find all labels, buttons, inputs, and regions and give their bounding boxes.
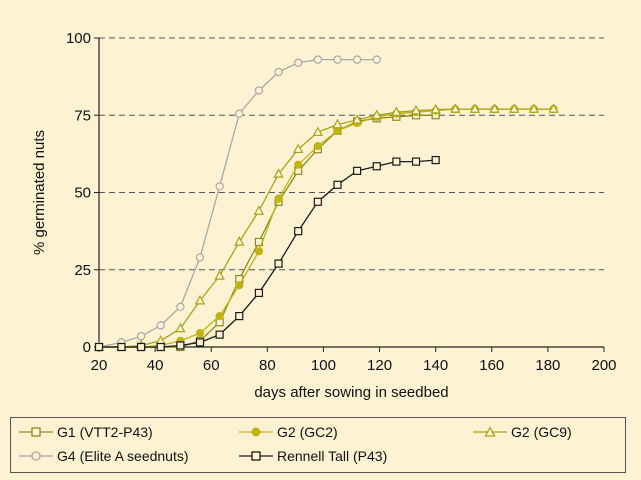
x-tick-label-40: 40 — [147, 357, 164, 374]
data-point-g2-gc9-5 — [194, 294, 206, 305]
data-point-g2-gc9-3 — [155, 335, 166, 345]
data-point-g2-gc9-4 — [175, 322, 186, 333]
legend-item-g2-gc2: G2 (GC2) — [239, 422, 338, 442]
data-point-rennell-tall-p43-4 — [176, 341, 185, 350]
data-point-rennell-tall-p43-1 — [117, 342, 126, 352]
data-point-g2-gc9-22 — [528, 103, 540, 113]
data-point-g2-gc9-6 — [214, 270, 225, 280]
legend-item-g2-gc9: G2 (GC9) — [473, 422, 572, 442]
data-point-rennell-tall-p43-7 — [235, 312, 244, 321]
x-tick-label-200: 200 — [591, 357, 616, 374]
data-point-g2-gc2-9 — [274, 194, 283, 203]
data-point-g2-gc9-14 — [371, 109, 382, 120]
line-chart: 0 25 50 75 100 20 40 60 80 100 120 140 160 180 200 days… — [31, 30, 617, 401]
data-point-rennell-tall-p43-5 — [195, 338, 205, 347]
data-point-g4-elite-a-seednuts-14 — [372, 55, 381, 64]
x-tick-label-120: 120 — [367, 357, 392, 374]
data-point-g2-gc9-15 — [391, 106, 402, 116]
data-point-g2-gc9-11 — [312, 126, 324, 137]
x-tick-label-20: 20 — [91, 357, 108, 374]
data-point-g2-gc9-7 — [234, 236, 245, 246]
series-line-g4-elite-a-seednuts — [98, 58, 377, 348]
data-point-g4-elite-a-seednuts-10 — [293, 58, 303, 67]
x-tick-label-100: 100 — [311, 357, 336, 374]
data-point-g4-elite-a-seednuts-11 — [313, 55, 323, 64]
data-point-rennell-tall-p43-16 — [411, 157, 421, 166]
series-line-g2-gc2 — [99, 108, 554, 348]
data-point-rennell-tall-p43-11 — [313, 197, 322, 206]
data-point-g4-elite-a-seednuts-2 — [136, 331, 146, 341]
data-point-rennell-tall-p43-6 — [215, 330, 224, 339]
data-point-g2-gc2-11 — [313, 142, 322, 151]
legend-label-g4: G4 (Elite A seednuts) — [57, 448, 189, 464]
legend-marker-g1 — [19, 427, 53, 437]
data-point-rennell-tall-p43-3 — [156, 342, 165, 352]
legend-label-g2-gc9: G2 (GC9) — [511, 424, 572, 440]
x-axis-label: days after sowing in seedbed — [254, 384, 448, 401]
data-point-g4-elite-a-seednuts-4 — [176, 302, 185, 312]
legend: G1 (VTT2-P43) G2 (GC2) G2 (GC9) G4 (Elit… — [10, 417, 626, 473]
data-point-g2-gc2-7 — [235, 281, 244, 290]
x-tick-label-80: 80 — [259, 357, 276, 374]
series-line-g2-gc9 — [99, 108, 554, 348]
data-point-rennell-tall-p43-13 — [353, 166, 362, 175]
data-point-g4-elite-a-seednuts-3 — [156, 321, 165, 330]
data-point-g2-gc9-20 — [489, 103, 500, 113]
legend-marker-g2-gc9 — [473, 426, 507, 437]
data-point-g4-elite-a-seednuts-13 — [352, 55, 362, 64]
y-tick-label-0: 0 — [83, 339, 91, 356]
data-point-g2-gc9-13 — [351, 114, 363, 124]
y-tick-label-100: 100 — [66, 30, 91, 47]
data-point-rennell-tall-p43-14 — [372, 162, 381, 171]
data-point-g2-gc9-23 — [548, 103, 559, 113]
x-tick-label-160: 160 — [479, 357, 504, 374]
data-point-g2-gc9-17 — [430, 103, 441, 114]
data-point-g2-gc9-8 — [253, 205, 265, 215]
data-point-rennell-tall-p43-8 — [254, 288, 264, 298]
data-point-g4-elite-a-seednuts-9 — [274, 67, 283, 77]
legend-marker-rennell — [239, 451, 273, 461]
data-point-g2-gc2-8 — [254, 247, 264, 256]
data-point-g2-gc9-16 — [410, 104, 422, 115]
data-point-g4-elite-a-seednuts-5 — [195, 253, 205, 262]
data-point-rennell-tall-p43-10 — [294, 227, 303, 236]
y-axis-label: % germinated nuts — [31, 130, 48, 255]
data-point-g2-gc9-21 — [509, 103, 520, 113]
data-point-g4-elite-a-seednuts-7 — [235, 109, 244, 118]
data-point-g2-gc9-9 — [273, 168, 284, 178]
legend-label-g2-gc2: G2 (GC2) — [277, 424, 338, 440]
data-point-g2-gc2-5 — [195, 328, 205, 338]
data-point-g4-elite-a-seednuts-12 — [333, 55, 342, 64]
data-point-g2-gc9-12 — [332, 118, 343, 129]
data-point-g4-elite-a-seednuts-8 — [254, 86, 264, 95]
x-tick-label-140: 140 — [423, 357, 448, 374]
data-point-g4-elite-a-seednuts-6 — [215, 182, 224, 191]
legend-label-g1: G1 (VTT2-P43) — [57, 424, 153, 440]
legend-item-rennell: Rennell Tall (P43) — [239, 446, 387, 466]
y-tick-label-75: 75 — [74, 107, 91, 124]
data-point-rennell-tall-p43-0 — [94, 342, 104, 352]
data-point-rennell-tall-p43-17 — [431, 155, 440, 165]
data-point-g2-gc9-19 — [469, 103, 481, 113]
x-tick-label-60: 60 — [203, 357, 220, 374]
legend-marker-g4 — [19, 451, 53, 461]
series-line-rennell-tall-p43 — [99, 159, 436, 348]
legend-label-rennell: Rennell Tall (P43) — [277, 448, 388, 464]
data-point-g2-gc2-6 — [215, 312, 224, 321]
data-point-rennell-tall-p43-15 — [392, 157, 401, 166]
data-point-g2-gc9-18 — [450, 103, 461, 113]
series-line-g1-vtt2-p43 — [99, 114, 436, 348]
data-point-rennell-tall-p43-2 — [136, 342, 146, 352]
legend-item-g4: G4 (Elite A seednuts) — [19, 446, 189, 466]
data-point-g2-gc2-10 — [294, 160, 303, 169]
x-tick-label-180: 180 — [535, 357, 560, 374]
data-point-rennell-tall-p43-12 — [333, 180, 342, 189]
legend-marker-g2-gc2 — [239, 427, 273, 437]
y-tick-label-50: 50 — [74, 185, 91, 202]
legend-item-g1: G1 (VTT2-P43) — [19, 422, 153, 442]
data-point-rennell-tall-p43-9 — [274, 259, 283, 268]
data-point-g2-gc9-10 — [292, 143, 304, 154]
y-tick-label-25: 25 — [74, 262, 91, 279]
